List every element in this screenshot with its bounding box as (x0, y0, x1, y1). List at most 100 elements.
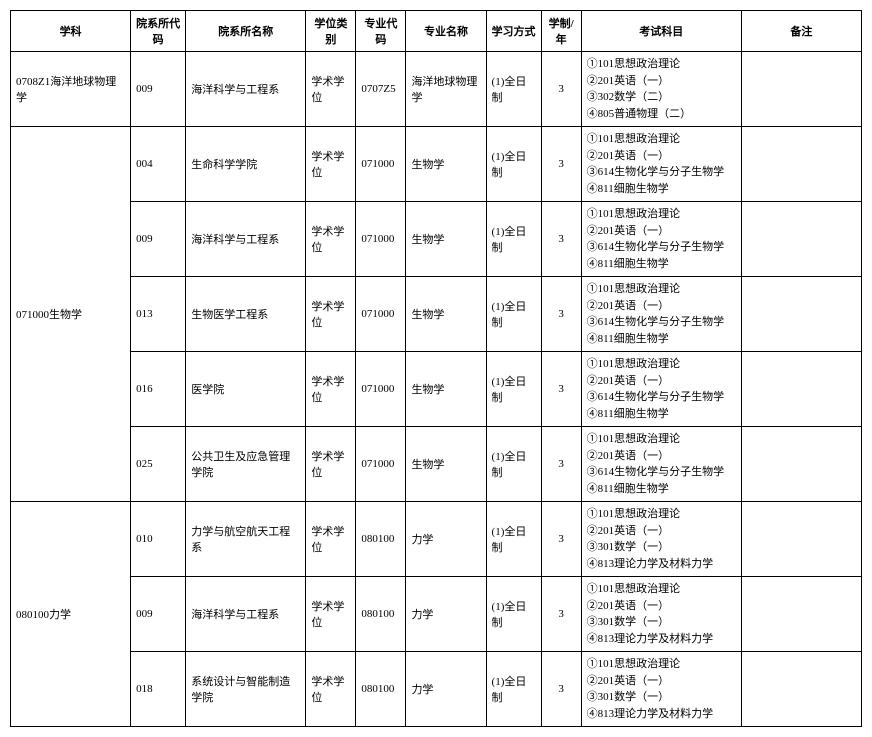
header-study-mode: 学习方式 (486, 11, 541, 52)
table-row: 0708Z1海洋地球物理学009海洋科学与工程系学术学位0707Z5海洋地球物理… (11, 52, 862, 127)
cell-dept-name: 海洋科学与工程系 (186, 577, 306, 652)
cell-exam: ①101思想政治理论 ②201英语（一） ③614生物化学与分子生物学 ④811… (581, 427, 741, 502)
cell-subject: 0708Z1海洋地球物理学 (11, 52, 131, 127)
cell-major-name: 海洋地球物理学 (406, 52, 486, 127)
cell-study-mode: (1)全日制 (486, 127, 541, 202)
cell-degree-type: 学术学位 (306, 202, 356, 277)
table-row: 016医学院学术学位071000生物学(1)全日制3①101思想政治理论 ②20… (11, 352, 862, 427)
program-table: 学科 院系所代码 院系所名称 学位类别 专业代码 专业名称 学习方式 学制/年 … (10, 10, 862, 727)
cell-remark (741, 352, 861, 427)
table-row: 018系统设计与智能制造学院学术学位080100力学(1)全日制3①101思想政… (11, 652, 862, 727)
table-row: 071000生物学004生命科学学院学术学位071000生物学(1)全日制3①1… (11, 127, 862, 202)
table-row: 009海洋科学与工程系学术学位080100力学(1)全日制3①101思想政治理论… (11, 577, 862, 652)
cell-major-code: 071000 (356, 277, 406, 352)
cell-years: 3 (541, 202, 581, 277)
cell-remark (741, 52, 861, 127)
cell-years: 3 (541, 127, 581, 202)
cell-dept-code: 009 (131, 577, 186, 652)
cell-years: 3 (541, 427, 581, 502)
cell-exam: ①101思想政治理论 ②201英语（一） ③301数学（一） ④813理论力学及… (581, 652, 741, 727)
cell-major-code: 080100 (356, 577, 406, 652)
cell-years: 3 (541, 577, 581, 652)
cell-remark (741, 427, 861, 502)
cell-dept-name: 系统设计与智能制造学院 (186, 652, 306, 727)
cell-dept-name: 生物医学工程系 (186, 277, 306, 352)
cell-degree-type: 学术学位 (306, 52, 356, 127)
cell-dept-name: 医学院 (186, 352, 306, 427)
cell-dept-code: 009 (131, 52, 186, 127)
table-header-row: 学科 院系所代码 院系所名称 学位类别 专业代码 专业名称 学习方式 学制/年 … (11, 11, 862, 52)
cell-remark (741, 127, 861, 202)
cell-dept-code: 010 (131, 502, 186, 577)
cell-degree-type: 学术学位 (306, 352, 356, 427)
cell-dept-code: 016 (131, 352, 186, 427)
cell-major-name: 生物学 (406, 127, 486, 202)
cell-exam: ①101思想政治理论 ②201英语（一） ③614生物化学与分子生物学 ④811… (581, 277, 741, 352)
cell-major-name: 生物学 (406, 277, 486, 352)
cell-degree-type: 学术学位 (306, 502, 356, 577)
cell-exam: ①101思想政治理论 ②201英语（一） ③301数学（一） ④813理论力学及… (581, 502, 741, 577)
cell-dept-code: 018 (131, 652, 186, 727)
cell-study-mode: (1)全日制 (486, 652, 541, 727)
cell-remark (741, 277, 861, 352)
header-major-code: 专业代码 (356, 11, 406, 52)
cell-years: 3 (541, 502, 581, 577)
cell-study-mode: (1)全日制 (486, 427, 541, 502)
header-dept-name: 院系所名称 (186, 11, 306, 52)
cell-dept-code: 004 (131, 127, 186, 202)
cell-dept-code: 025 (131, 427, 186, 502)
cell-remark (741, 202, 861, 277)
cell-years: 3 (541, 277, 581, 352)
cell-study-mode: (1)全日制 (486, 352, 541, 427)
cell-dept-code: 013 (131, 277, 186, 352)
cell-study-mode: (1)全日制 (486, 202, 541, 277)
cell-dept-name: 公共卫生及应急管理学院 (186, 427, 306, 502)
table-row: 080100力学010力学与航空航天工程系学术学位080100力学(1)全日制3… (11, 502, 862, 577)
cell-major-name: 力学 (406, 502, 486, 577)
cell-major-name: 力学 (406, 652, 486, 727)
table-row: 009海洋科学与工程系学术学位071000生物学(1)全日制3①101思想政治理… (11, 202, 862, 277)
header-degree-type: 学位类别 (306, 11, 356, 52)
cell-major-code: 0707Z5 (356, 52, 406, 127)
cell-years: 3 (541, 52, 581, 127)
cell-major-code: 071000 (356, 127, 406, 202)
cell-years: 3 (541, 652, 581, 727)
cell-degree-type: 学术学位 (306, 427, 356, 502)
cell-study-mode: (1)全日制 (486, 52, 541, 127)
cell-degree-type: 学术学位 (306, 127, 356, 202)
cell-major-code: 080100 (356, 652, 406, 727)
cell-exam: ①101思想政治理论 ②201英语（一） ③301数学（一） ④813理论力学及… (581, 577, 741, 652)
cell-dept-name: 力学与航空航天工程系 (186, 502, 306, 577)
cell-major-name: 生物学 (406, 202, 486, 277)
cell-dept-name: 海洋科学与工程系 (186, 202, 306, 277)
cell-exam: ①101思想政治理论 ②201英语（一） ③614生物化学与分子生物学 ④811… (581, 352, 741, 427)
cell-major-code: 071000 (356, 202, 406, 277)
header-subject: 学科 (11, 11, 131, 52)
cell-degree-type: 学术学位 (306, 277, 356, 352)
cell-major-name: 生物学 (406, 352, 486, 427)
table-row: 013生物医学工程系学术学位071000生物学(1)全日制3①101思想政治理论… (11, 277, 862, 352)
header-major-name: 专业名称 (406, 11, 486, 52)
cell-study-mode: (1)全日制 (486, 277, 541, 352)
cell-dept-code: 009 (131, 202, 186, 277)
table-row: 025公共卫生及应急管理学院学术学位071000生物学(1)全日制3①101思想… (11, 427, 862, 502)
cell-years: 3 (541, 352, 581, 427)
cell-remark (741, 652, 861, 727)
header-exam: 考试科目 (581, 11, 741, 52)
cell-exam: ①101思想政治理论 ②201英语（一） ③302数学（二） ④805普通物理（… (581, 52, 741, 127)
header-dept-code: 院系所代码 (131, 11, 186, 52)
cell-major-code: 080100 (356, 502, 406, 577)
cell-remark (741, 502, 861, 577)
cell-dept-name: 海洋科学与工程系 (186, 52, 306, 127)
cell-degree-type: 学术学位 (306, 652, 356, 727)
cell-degree-type: 学术学位 (306, 577, 356, 652)
cell-major-code: 071000 (356, 427, 406, 502)
cell-study-mode: (1)全日制 (486, 577, 541, 652)
cell-subject: 080100力学 (11, 502, 131, 727)
header-years: 学制/年 (541, 11, 581, 52)
cell-major-name: 生物学 (406, 427, 486, 502)
cell-exam: ①101思想政治理论 ②201英语（一） ③614生物化学与分子生物学 ④811… (581, 202, 741, 277)
cell-remark (741, 577, 861, 652)
cell-major-code: 071000 (356, 352, 406, 427)
cell-exam: ①101思想政治理论 ②201英语（一） ③614生物化学与分子生物学 ④811… (581, 127, 741, 202)
